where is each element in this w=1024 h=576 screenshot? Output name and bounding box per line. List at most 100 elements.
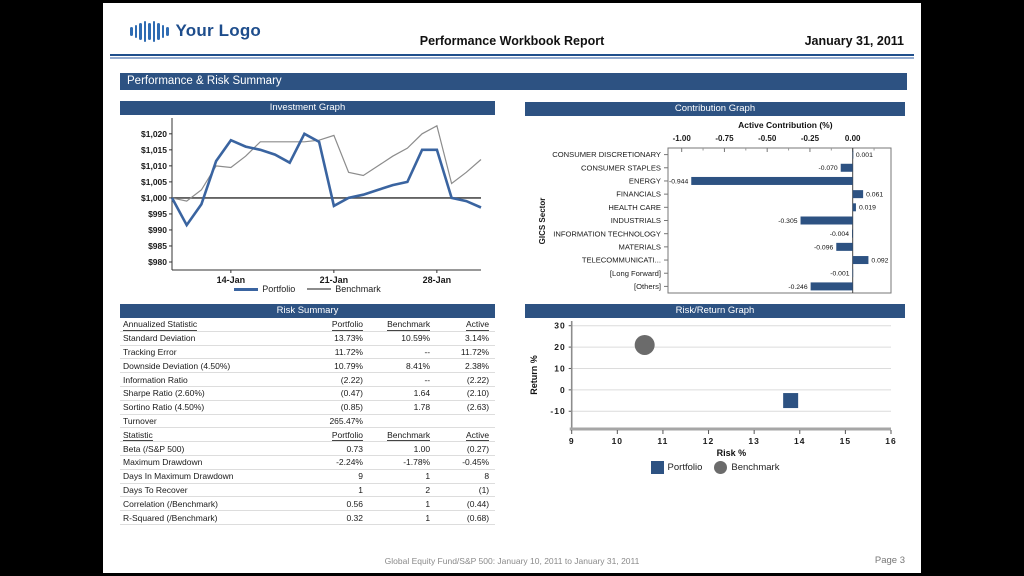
y-tick-label: $1,000 — [141, 193, 167, 203]
category-label: HEALTH CARE — [608, 203, 661, 212]
data-label: -0.004 — [830, 231, 849, 238]
y-axis-title: Return % — [529, 355, 539, 395]
cell: 13.73% — [334, 333, 363, 344]
y-tick-label: $1,010 — [141, 161, 167, 171]
category-label: MATERIALS — [619, 242, 661, 251]
x-tick-label: -0.50 — [758, 134, 777, 143]
y-tick-label: 10 — [554, 363, 565, 373]
category-label: CONSUMER STAPLES — [581, 163, 661, 172]
cell: Portfolio — [331, 429, 363, 442]
x-tick-label: 28-Jan — [423, 275, 452, 285]
table-row: Sharpe Ratio (2.60%) (0.47) 1.64 (2.10) — [120, 387, 495, 401]
x-tick-label: 14 — [794, 436, 805, 446]
y-tick-label: -10 — [550, 406, 565, 416]
table-row: Correlation (/Benchmark) 0.56 1 (0.44) — [120, 497, 495, 512]
y-tick-label: $980 — [148, 257, 167, 267]
x-tick-label: 21-Jan — [320, 275, 349, 285]
legend-item: Benchmark — [307, 284, 381, 294]
panel-title-investment-graph: Investment Graph — [120, 101, 495, 115]
bar--others- — [810, 282, 853, 291]
legend-label: Benchmark — [731, 461, 780, 473]
x-tick-label: 13 — [748, 436, 759, 446]
bar-energy — [691, 176, 853, 185]
logo-bars-icon — [130, 18, 169, 44]
table-row: Standard Deviation 13.73% 10.59% 3.14% — [120, 332, 495, 346]
bar-consumer-discretionary — [852, 150, 854, 159]
x-axis-title: Risk % — [717, 448, 747, 458]
page-number: Page 3 — [874, 555, 905, 566]
cell: 11.72% — [460, 346, 490, 357]
legend-swatch-benchmark — [714, 460, 728, 474]
y-tick-label: $1,015 — [141, 145, 167, 155]
cell: Downside Deviation (4.50%) — [123, 360, 231, 371]
category-label: INFORMATION TECHNOLOGY — [553, 229, 661, 238]
y-tick-label: $1,005 — [141, 177, 167, 187]
cell: 1 — [358, 484, 363, 495]
bar-health-care — [852, 203, 856, 212]
category-label: CONSUMER DISCRETIONARY — [552, 150, 661, 159]
data-label: -0.305 — [778, 218, 797, 225]
investment-legend: Portfolio Benchmark — [120, 283, 495, 295]
investment-chart: $980 $985 $990 $995 $1,000 $1,005 $1,010 $1,015… — [141, 118, 482, 285]
x-tick-label: -0.25 — [801, 134, 820, 143]
cell: (0.85) — [340, 402, 363, 413]
table-row: Sortino Ratio (4.50%) (0.85) 1.78 (2.63) — [120, 401, 495, 415]
x-tick-label: 10 — [612, 436, 623, 446]
axis-title: Active Contribution (%) — [738, 120, 833, 130]
risk-summary-table: Annualized Statistic Portfolio Benchmark Ac… — [120, 318, 495, 525]
data-label: -0.944 — [669, 178, 688, 185]
category-label: ENERGY — [629, 177, 661, 186]
cell: Beta (/S&P 500) — [123, 443, 185, 454]
cell: Days To Recover — [123, 484, 188, 495]
series-portfolio — [170, 132, 482, 228]
cell: Portfolio — [331, 319, 363, 331]
section-banner: Performance & Risk Summary — [120, 73, 907, 90]
cell: 1 — [425, 512, 431, 523]
category-label: [Others] — [634, 282, 661, 291]
panel-title-risk-return-graph: Risk/Return Graph — [525, 304, 905, 318]
cell: (0.44) — [466, 498, 490, 509]
table-row: Maximum Drawdown -2.24% -1.78% -0.45% — [120, 456, 495, 470]
x-tick-label: -1.00 — [673, 134, 692, 143]
cell: -- — [424, 346, 431, 357]
x-tick-label: 12 — [703, 436, 714, 446]
y-tick-label: $995 — [148, 209, 167, 219]
table-row: Information Ratio (2.22) -- (2.22) — [120, 373, 495, 387]
table-row: Days In Maximum Drawdown 9 1 8 — [120, 470, 495, 484]
cell: Days In Maximum Drawdown — [123, 471, 234, 482]
risk-return-chart: 30 20 10 0 -10 9 10 11 12 13 14 15 16 Risk % Return % — [529, 321, 896, 458]
legend-swatch-portfolio — [234, 287, 259, 291]
cell: 3.14% — [465, 333, 490, 344]
data-label: -0.246 — [788, 284, 807, 291]
cell: Standard Deviation — [123, 333, 196, 344]
cell: 2.38% — [465, 360, 490, 371]
table-header-row: Annualized Statistic Portfolio Benchmark Ac… — [120, 318, 495, 332]
cell: Benchmark — [387, 429, 431, 442]
cell: 1 — [425, 471, 431, 482]
y-tick-label: $990 — [148, 225, 167, 235]
panel-title-risk-summary: Risk Summary — [120, 304, 495, 318]
x-tick-label: 16 — [885, 436, 896, 446]
report-title: Performance Workbook Report — [419, 34, 605, 48]
bar-materials — [836, 242, 853, 251]
cell: 9 — [358, 471, 363, 482]
cell: Active — [465, 429, 490, 442]
legend-label: Benchmark — [335, 284, 381, 294]
y-tick-label: 0 — [560, 385, 566, 395]
header-logo: Your Logo — [130, 18, 261, 44]
panel-title-contribution-graph: Contribution Graph — [525, 102, 905, 116]
legend-item: Benchmark — [714, 460, 780, 474]
cell: 0.32 — [346, 512, 363, 523]
cell: -0.45% — [462, 457, 490, 468]
cell: 8 — [484, 471, 490, 482]
data-label: 0.019 — [859, 205, 876, 212]
cell: 1.00 — [413, 443, 431, 454]
y-axis-title: GICS Sector — [538, 198, 547, 245]
legend-item: Portfolio — [650, 460, 702, 474]
cell: 8.41% — [406, 360, 431, 371]
table-header-row: Statistic Portfolio Benchmark Active — [120, 428, 495, 443]
cell: (1) — [478, 484, 490, 495]
data-label: -0.096 — [814, 244, 833, 251]
cell: Turnover — [123, 415, 157, 426]
cell: (2.22) — [466, 374, 490, 385]
